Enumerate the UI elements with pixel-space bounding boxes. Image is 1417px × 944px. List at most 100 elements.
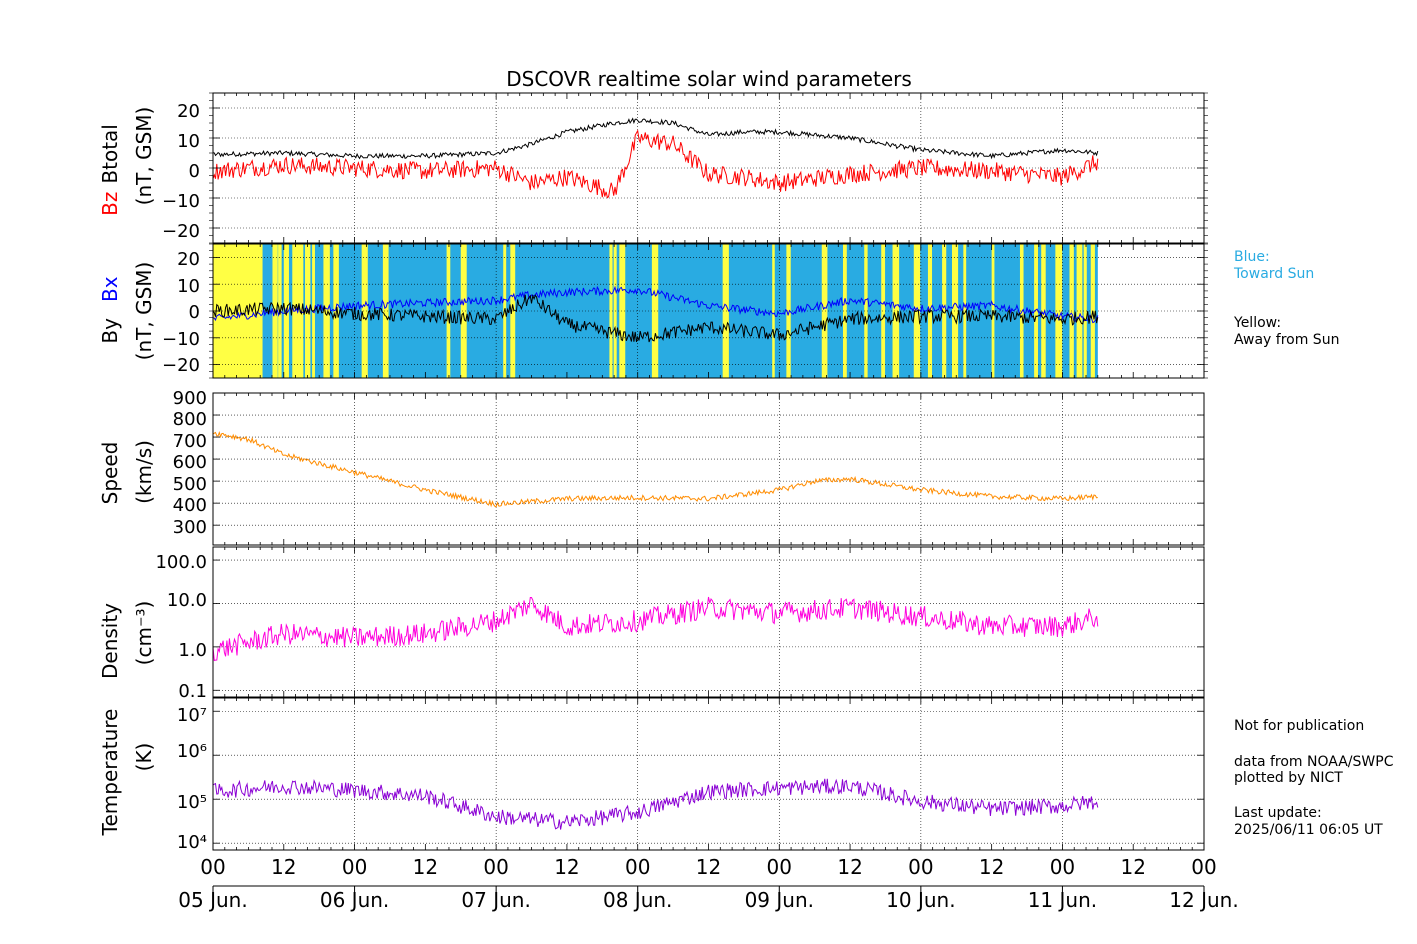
x-hour-label: 12 — [413, 855, 438, 879]
panel-frame — [212, 392, 1205, 546]
away-from-sun-band — [619, 244, 626, 378]
legend-blue-desc: Toward Sun — [1233, 266, 1314, 282]
y-tick-label: 0 — [189, 302, 200, 323]
panel-frame — [212, 546, 1205, 698]
away-from-sun-band — [460, 244, 467, 378]
legend-yellow-desc: Away from Sun — [1234, 332, 1339, 348]
y-tick-label: 20 — [177, 101, 200, 122]
y-tick-label: 10⁷ — [177, 705, 207, 726]
x-date-label: 12 Jun. — [1169, 888, 1238, 912]
away-from-sun-band — [1034, 244, 1038, 378]
not-for-publication: Not for publication — [1234, 718, 1364, 734]
bz-label: Bz — [98, 192, 122, 216]
bxby-axis-label: By Bx — [98, 276, 122, 343]
y-tick-label: 400 — [173, 495, 207, 516]
x-date-labels: 05 Jun. 06 Jun. 07 Jun. 08 Jun. 09 Jun. 10 Ju… — [178, 888, 1238, 912]
panel-frames — [209, 92, 1208, 893]
x-date-label: 11 Jun. — [1028, 888, 1097, 912]
btotal-axis-label: Bz Btotal — [98, 124, 122, 216]
density-y-ticks: 100.0 10.0 1.0 0.1 — [155, 552, 207, 702]
away-from-sun-band — [772, 244, 775, 378]
speed-y-ticks: 900 800 700 600 500 400 300 — [173, 388, 207, 538]
x-hour-label: 12 — [554, 855, 579, 879]
last-update-value: 2025/06/11 06:05 UT — [1234, 822, 1383, 838]
x-hour-label: 00 — [342, 855, 367, 879]
series-line-bx — [212, 285, 1099, 324]
data-source: data from NOAA/SWPC — [1234, 754, 1394, 770]
y-tick-label: −20 — [162, 355, 200, 376]
away-from-sun-band — [722, 244, 729, 378]
away-from-sun-band — [963, 244, 967, 378]
x-hour-label: 12 — [696, 855, 721, 879]
away-from-sun-band — [881, 244, 886, 378]
y-tick-label: 10⁴ — [177, 832, 207, 853]
x-hour-label: 00 — [767, 855, 792, 879]
x-hour-label: 12 — [837, 855, 862, 879]
y-tick-label: 10 — [177, 276, 200, 297]
imf-polarity-bands — [213, 244, 1098, 378]
bxby-y-ticks: 20 10 0 −10 −20 — [162, 249, 200, 376]
bxby-unit-label: (nT, GSM) — [132, 262, 156, 361]
away-from-sun-band — [864, 244, 868, 378]
x-hour-label: 00 — [908, 855, 933, 879]
y-tick-label: 20 — [177, 249, 200, 270]
away-from-sun-band — [942, 244, 947, 378]
x-date-label: 09 Jun. — [745, 888, 814, 912]
x-hour-label: 12 — [271, 855, 296, 879]
y-tick-label: 10⁵ — [177, 792, 207, 813]
by-label: By — [98, 318, 122, 344]
away-from-sun-band — [892, 244, 900, 378]
away-from-sun-band — [821, 244, 828, 378]
x-hour-label: 12 — [979, 855, 1004, 879]
plotted-by: plotted by NICT — [1234, 770, 1343, 786]
y-tick-label: 0 — [189, 161, 200, 182]
away-from-sun-band — [952, 244, 959, 378]
y-tick-label: −10 — [162, 329, 200, 350]
y-tick-label: 300 — [173, 517, 207, 538]
y-tick-label: 10⁶ — [177, 741, 207, 762]
series-line-temperature — [212, 778, 1099, 830]
last-update-label: Last update: — [1234, 805, 1322, 821]
panel-frame — [212, 697, 1205, 851]
series-line-speed — [212, 431, 1098, 508]
away-from-sun-band — [292, 244, 300, 378]
temperature-axis-label: Temperature — [98, 709, 122, 837]
bx-label: Bx — [98, 276, 122, 302]
away-from-sun-band — [1041, 244, 1046, 378]
away-from-sun-band — [651, 244, 659, 378]
x-hour-label: 00 — [1191, 855, 1216, 879]
away-from-sun-band — [1055, 244, 1063, 378]
y-tick-label: 0.1 — [178, 681, 207, 702]
y-tick-label: 10 — [177, 131, 200, 152]
y-tick-label: 1.0 — [178, 640, 207, 661]
x-date-label: 10 Jun. — [886, 888, 955, 912]
speed-axis-label: Speed — [98, 442, 122, 505]
y-tick-label: 500 — [173, 474, 207, 495]
temperature-y-ticks: 10⁷ 10⁶ 10⁵ 10⁴ — [177, 705, 207, 853]
chart-title: DSCOVR realtime solar wind parameters — [506, 67, 912, 91]
away-from-sun-band — [1076, 244, 1083, 378]
x-hour-label: 00 — [1050, 855, 1075, 879]
x-date-label: 08 Jun. — [603, 888, 672, 912]
away-from-sun-band — [609, 244, 613, 378]
away-from-sun-band — [446, 244, 451, 378]
series-line-bz — [212, 129, 1099, 199]
grid-lines — [213, 93, 1204, 850]
y-tick-label: 700 — [173, 431, 207, 452]
away-from-sun-band — [786, 244, 791, 378]
y-tick-label: 10.0 — [167, 590, 207, 611]
y-tick-label: 100.0 — [155, 552, 207, 573]
data-series — [212, 117, 1099, 830]
x-date-label: 07 Jun. — [461, 888, 530, 912]
btotal-y-ticks: 20 10 0 −10 −20 — [162, 101, 200, 242]
series-line-btotal — [212, 117, 1099, 160]
temperature-unit-label: (K) — [132, 743, 156, 772]
speed-unit-label: (km/s) — [132, 440, 156, 504]
y-tick-label: −20 — [162, 221, 200, 242]
legend-blue-title: Blue: — [1234, 249, 1270, 265]
x-date-label: 05 Jun. — [178, 888, 247, 912]
x-hour-label: 00 — [625, 855, 650, 879]
x-date-label: 06 Jun. — [320, 888, 389, 912]
btotal-label: Btotal — [98, 124, 122, 183]
